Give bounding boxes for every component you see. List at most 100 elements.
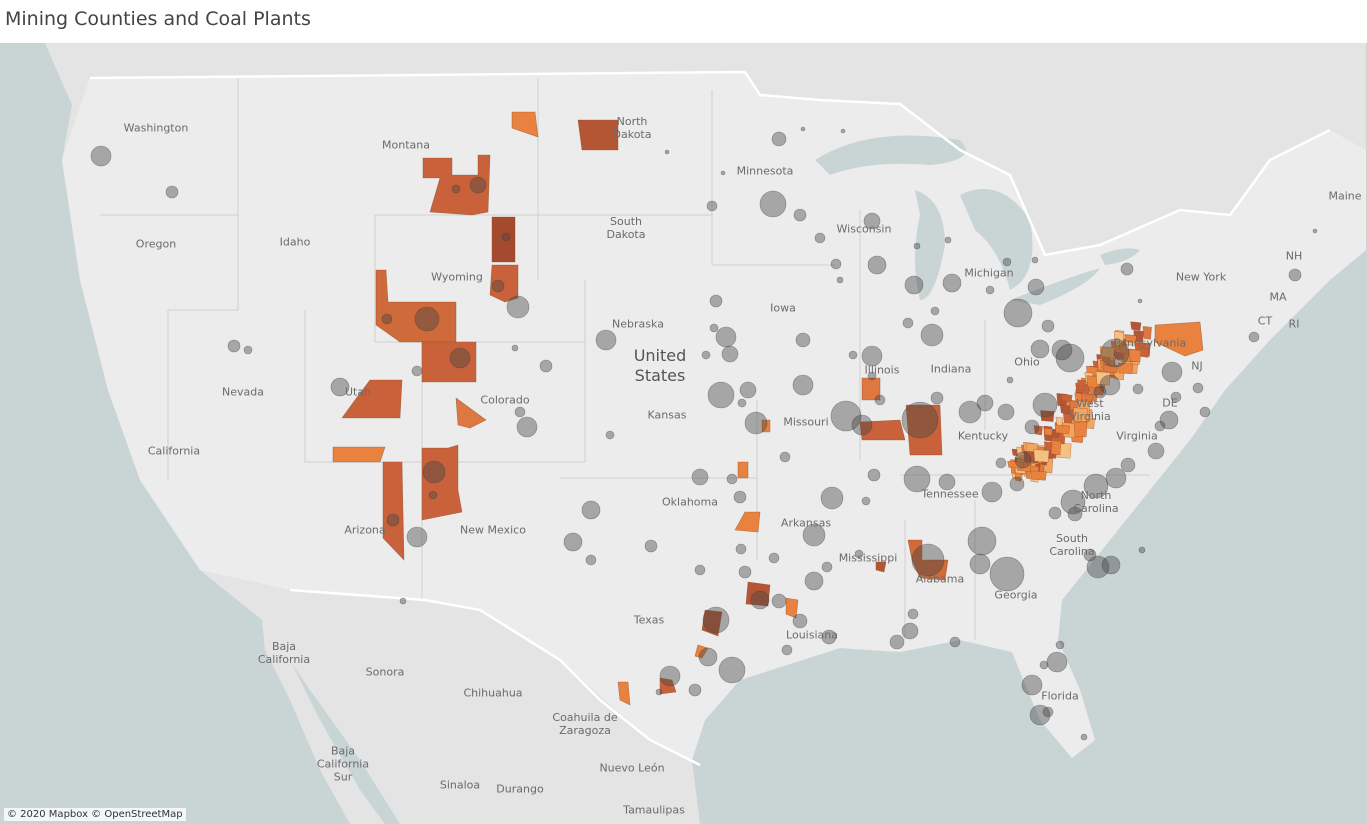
mining-county [761,419,771,433]
coal-plant [768,552,780,564]
coal-plant [726,473,738,485]
coal-plant [802,523,826,547]
coal-plant [1138,546,1146,554]
coal-plant [867,255,887,275]
coal-plant [449,347,471,369]
mining-county [341,379,403,419]
mining-county [859,419,906,441]
place-label: Virginia [1116,429,1158,443]
place-label: MA [1269,290,1287,304]
coal-plant [381,313,393,325]
coal-plant [901,622,919,640]
coal-plant [469,176,487,194]
place-label: Alabama [915,572,965,586]
place-label: DE [1162,396,1178,410]
place-label: Sonora [365,665,405,679]
coal-plant [820,486,844,510]
map: Washington Montana North Dakota Minnesota Or… [0,43,1367,824]
coal-plant [1031,256,1039,264]
attribution: © 2020 Mapbox © OpenStreetMap [4,808,186,821]
place-label: North Carolina [1073,489,1119,515]
coal-plant [1083,548,1097,562]
place-label: Illinois [864,363,900,377]
mining-county [511,111,539,138]
coal-plant [451,184,461,194]
place-label: Chihuahua [463,686,523,700]
coal-plant [1039,660,1049,670]
place-label: RI [1288,317,1300,331]
coal-plant [1042,706,1054,718]
coal-plant [709,294,723,308]
coal-plant [1154,420,1166,432]
coal-plant [1199,406,1211,418]
coal-plant [1002,257,1012,267]
mining-county [1043,427,1053,436]
coal-plant [738,565,752,579]
place-label: Oregon [135,237,177,251]
coal-plant [792,613,808,629]
place-label: Florida [1041,689,1079,703]
place-label: Indiana [930,362,972,376]
coal-plant [944,236,952,244]
coal-plant [414,306,440,332]
mining-county [785,597,799,619]
place-label: NJ [1191,359,1203,373]
mining-county [1077,379,1086,392]
place-label: Coahuila de Zaragoza [552,711,618,737]
coal-plant [1120,457,1136,473]
place-label: New Mexico [460,523,526,537]
coal-plant [889,634,905,650]
coal-plant [792,374,814,396]
coal-plant [779,451,791,463]
mining-county [1073,407,1088,423]
coal-plant [422,460,446,484]
coal-plant [967,526,997,556]
coal-plant [793,208,807,222]
place-label: Nebraska [612,317,664,331]
coal-plant [949,636,961,648]
mining-county [1118,343,1128,355]
coal-plant [428,490,438,500]
mining-county [1142,326,1152,340]
coal-plant [861,496,871,506]
mining-county [332,446,386,463]
place-label: Wyoming [431,270,483,284]
coal-plant [1093,385,1107,399]
place-label: Tamaulipas [623,803,685,817]
coal-plant [1080,733,1088,741]
coal-plant [938,473,956,491]
coal-plant [874,394,886,406]
mining-county [617,681,631,706]
coal-plant [867,371,877,381]
coal-plant [1003,298,1033,328]
place-label: Nuevo León [599,761,665,775]
coal-plant [821,561,833,573]
place-label: North Dakota [612,115,652,141]
coal-plant [1312,228,1318,234]
coal-plant [913,242,921,250]
coal-plant [771,131,787,147]
place-label: Ohio [1014,355,1040,369]
coal-plant [165,185,179,199]
coal-plant [707,381,735,409]
coal-plant [506,295,530,319]
place-label: Oklahoma [662,495,718,509]
mining-county [1043,441,1053,452]
coal-plant [744,411,768,435]
coal-plant [958,400,982,424]
coal-plant [585,554,597,566]
coal-plant [836,276,844,284]
place-label: Mississippi [838,551,898,565]
coal-plant [1051,339,1073,361]
mining-county [489,264,519,303]
coal-plant [655,688,663,696]
place-label: Colorado [480,393,530,407]
coal-plant [830,400,862,432]
coal-plant [411,365,423,377]
coal-plant [904,275,924,295]
coal-plant [721,345,739,363]
coal-plant [688,683,702,697]
coal-plant [227,339,241,353]
coal-plant [1100,338,1130,368]
coal-plant [1041,319,1055,333]
